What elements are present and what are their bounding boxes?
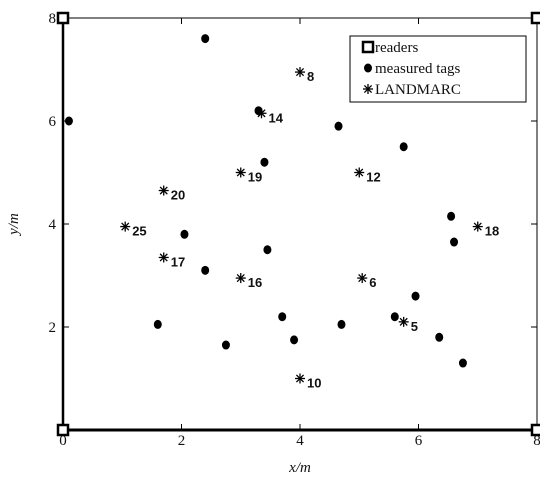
landmarc-point-label: 10 [307,376,321,391]
asterisk-stroke [358,274,367,283]
measured-tag-point [435,332,444,342]
measured-tag-point [390,312,399,322]
asterisk-stroke [295,374,305,383]
legend-entry-label: measured tags [375,61,461,77]
measured-tag-point [201,265,210,275]
x-tick-label: 8 [533,433,540,449]
landmarc-point-label: 5 [411,319,418,334]
asterisk-stroke [236,274,245,283]
reader-marker [56,423,70,437]
measured-tag-point [290,335,299,345]
asterisk-stroke [236,168,245,177]
landmarc-point-label: 19 [248,170,262,185]
asterisk-stroke [121,222,130,231]
landmarc-point [235,273,246,284]
measured-tag-point [458,358,467,368]
legend-landmarc-marker [363,84,373,94]
landmarc-point-label: 6 [369,275,376,290]
y-tick-label: 2 [49,320,57,336]
legend-entry-label: LANDMARC [375,82,461,98]
landmarc-point [354,167,365,178]
asterisk-stroke [295,68,305,77]
measured-tag-point [411,291,420,301]
x-tick-label: 6 [415,433,423,449]
y-axis-label: y/m [6,213,22,237]
x-tick-label: 0 [59,433,67,449]
landmarc-point-label: 16 [248,275,262,290]
measured-tag-point [337,319,346,329]
asterisk-stroke [363,84,373,94]
measured-tag-point [221,340,230,350]
measured-tag-point [399,142,408,152]
y-tick-label: 6 [49,114,57,130]
landmarc-point [295,373,305,384]
measured-tag-point [450,237,459,247]
measured-tag-point [180,229,189,239]
asterisk-stroke [159,253,168,262]
landmarc-point [398,316,409,327]
landmarc-point-label: 12 [366,170,380,185]
asterisk-stroke [355,168,364,177]
asterisk-stroke [159,186,168,195]
measured-tag-point [201,34,210,44]
legend-reader-marker [361,40,375,54]
legend: readers measured tags LANDMARC [349,35,527,103]
landmarc-point-label: 18 [485,224,499,239]
measured-tag-point [263,245,272,255]
asterisk-stroke [473,222,482,231]
legend-entry-label: readers [375,40,418,56]
data-points: 8 14 19 12 20 25 18 17 16 6 5 10 [56,11,540,437]
x-tick-label: 4 [296,433,304,449]
y-tick-label: 4 [49,217,57,233]
landmarc-point-label: 14 [268,110,283,125]
legend-tag-marker [364,63,372,73]
reader-marker [56,11,70,25]
measured-tag-point [64,116,73,126]
landmarc-point-label: 17 [171,254,185,269]
measured-tag-point [278,312,287,322]
landmarc-point-label: 25 [132,224,146,239]
legend-box [349,35,527,103]
asterisk-stroke [399,317,408,326]
landmarc-point [158,252,169,263]
measured-tag-point [260,157,269,167]
measured-tag-point [334,121,343,131]
landmarc-point [472,221,483,232]
measured-tag-point [153,319,162,329]
landmarc-point [235,167,246,178]
x-tick-label: 2 [178,433,186,449]
landmarc-point [120,221,131,232]
landmarc-point [158,185,169,196]
reader-marker [530,423,540,437]
y-tick-label: 8 [49,11,57,27]
landmarc-point [295,67,305,78]
x-axis-label: x/m [288,460,311,476]
landmarc-point-label: 8 [307,69,314,84]
measured-tag-point [447,211,456,221]
asterisk-stroke [257,109,266,118]
reader-marker [530,11,540,25]
landmarc-point [357,273,368,284]
landmarc-point-label: 20 [171,188,185,203]
landmarc-point [256,108,267,119]
